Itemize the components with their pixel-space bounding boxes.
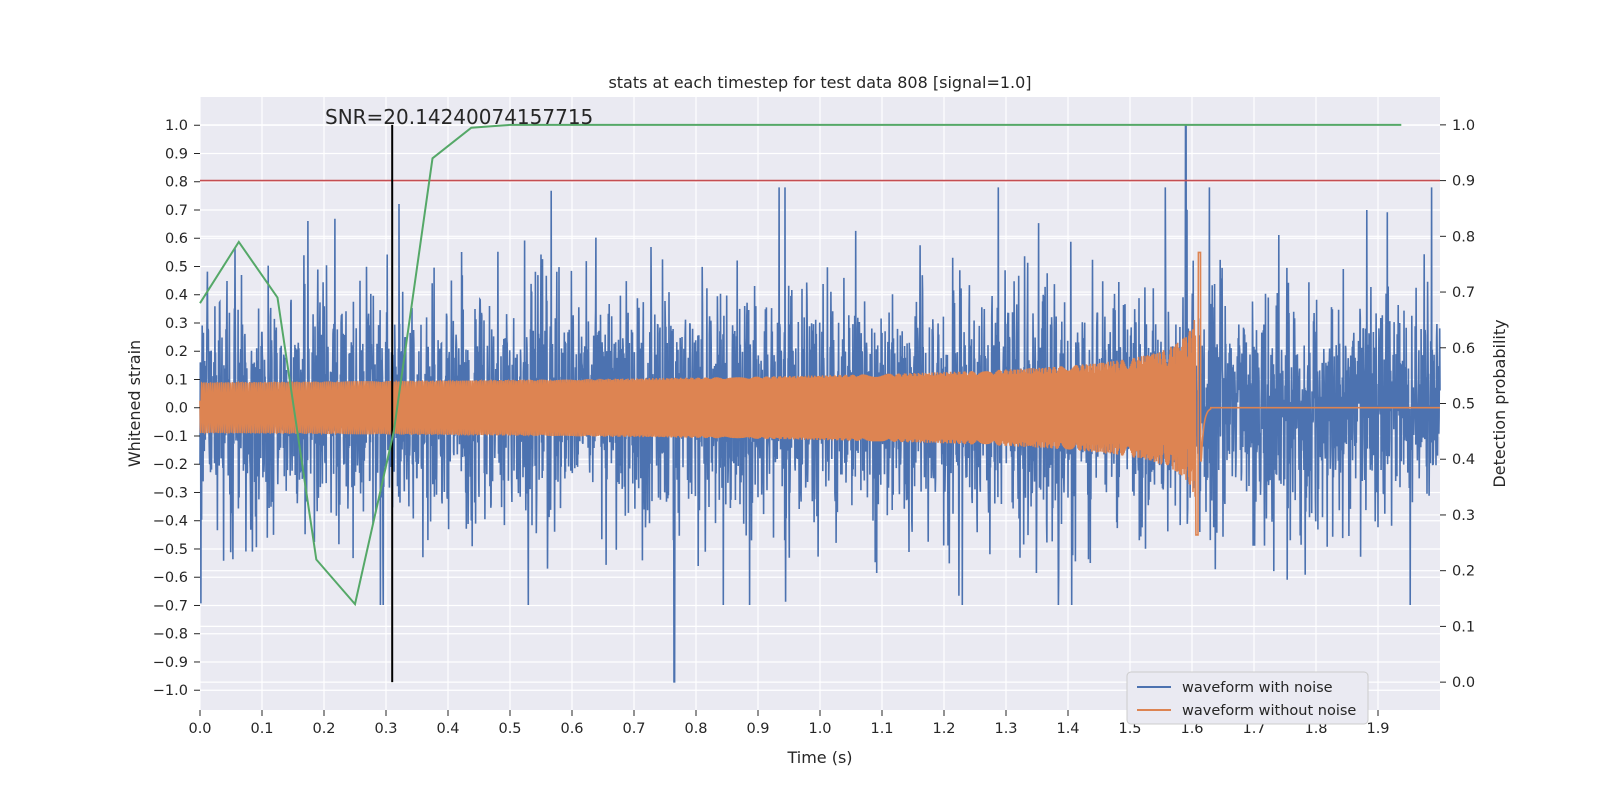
y2-tick-label: 1.0	[1452, 118, 1475, 134]
x-tick-label: 0.2	[312, 721, 335, 737]
y-tick-label: −1.0	[153, 683, 188, 699]
y-axis-label: Whitened strain	[125, 340, 144, 467]
y-tick-label: −0.3	[153, 485, 188, 501]
x-tick-label: 0.4	[436, 721, 459, 737]
x-tick-label: 0.8	[684, 721, 707, 737]
x-tick-label: 0.1	[250, 721, 273, 737]
y2-tick-label: 0.6	[1452, 341, 1475, 357]
y2-tick-label: 0.0	[1452, 675, 1475, 691]
x-tick-label: 0.5	[498, 721, 521, 737]
y-tick-label: −0.9	[153, 655, 188, 671]
legend-label-clean: waveform without noise	[1182, 703, 1356, 719]
x-tick-label: 1.4	[1056, 721, 1079, 737]
y2-tick-label: 0.4	[1452, 452, 1475, 468]
y2-tick-label: 0.5	[1452, 397, 1475, 413]
y2-tick-label: 0.3	[1452, 508, 1475, 524]
y-tick-label: 0.0	[165, 401, 188, 417]
y-tick-label: 0.4	[165, 288, 188, 304]
y2-tick-label: 0.7	[1452, 285, 1475, 301]
y2-tick-label: 0.2	[1452, 564, 1475, 580]
y-tick-label: −0.2	[153, 457, 188, 473]
legend: waveform with noise waveform without noi…	[1126, 671, 1369, 725]
y2-tick-label: 0.1	[1452, 619, 1475, 635]
x-tick-label: 0.3	[374, 721, 397, 737]
x-tick-label: 0.7	[622, 721, 645, 737]
x-tick-label: 1.1	[870, 721, 893, 737]
x-tick-label: 1.9	[1366, 721, 1389, 737]
series-line-detection-probability	[199, 123, 1402, 607]
y-tick-label: 0.9	[165, 146, 188, 162]
y-tick-label: −0.1	[153, 429, 188, 445]
x-tick-label: 1.8	[1304, 721, 1327, 737]
x-tick-label: 0.6	[560, 721, 583, 737]
y-tick-label: 0.8	[165, 175, 188, 191]
axes: 1.0 0.9 0.8 0.7 0.6 0.5 0.4 0.3 0.2 0.1 0.0 −0.1 −0.…	[153, 118, 1475, 737]
x-tick-label: 1.6	[1180, 721, 1203, 737]
y-tick-label: −0.4	[153, 514, 188, 530]
snr-annotation: SNR=20.14240074157715	[325, 105, 593, 129]
legend-label-noise: waveform with noise	[1182, 680, 1333, 696]
y-tick-label: −0.6	[153, 570, 188, 586]
y-tick-label: 0.5	[165, 259, 188, 275]
series-layer	[199, 123, 1441, 683]
y-tick-label: −0.7	[153, 598, 188, 614]
y-tick-label: −0.8	[153, 627, 188, 643]
x-tick-label: 0.0	[188, 721, 211, 737]
y-tick-label: 0.7	[165, 203, 188, 219]
y2-tick-label: 0.9	[1452, 174, 1475, 190]
y-tick-label: −0.5	[153, 542, 188, 558]
x-tick-label: 0.9	[746, 721, 769, 737]
x-tick-label: 1.3	[994, 721, 1017, 737]
series-line-waveform-with-noise	[199, 124, 1441, 683]
chart-title: stats at each timestep for test data 808…	[608, 73, 1031, 92]
y-tick-label: 1.0	[165, 118, 188, 134]
series-line-waveform-without-noise	[199, 251, 1440, 536]
y-tick-label: 0.3	[165, 316, 188, 332]
x-axis-label: Time (s)	[786, 748, 852, 767]
y-tick-label: 0.6	[165, 231, 188, 247]
x-tick-label: 1.7	[1242, 721, 1265, 737]
legend-box	[1126, 671, 1369, 725]
x-tick-label: 1.0	[808, 721, 831, 737]
y-tick-label: 0.1	[165, 372, 188, 388]
y2-axis-label: Detection probability	[1490, 319, 1509, 487]
x-tick-label: 1.5	[1118, 721, 1141, 737]
y-tick-label: 0.2	[165, 344, 188, 360]
y2-tick-label: 0.8	[1452, 229, 1475, 245]
x-tick-label: 1.2	[932, 721, 955, 737]
